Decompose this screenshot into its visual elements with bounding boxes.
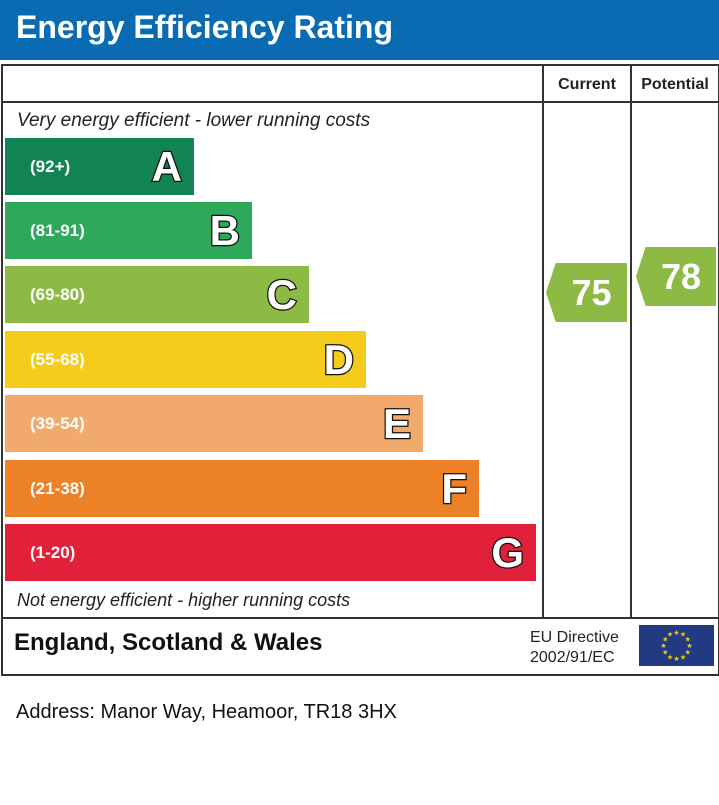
band-letter: G bbox=[490, 527, 525, 577]
star-icon: ★ bbox=[662, 649, 668, 657]
eu-directive: EU Directive 2002/91/EC bbox=[530, 628, 619, 668]
star-icon: ★ bbox=[673, 629, 679, 637]
divider bbox=[542, 66, 544, 619]
star-icon: ★ bbox=[686, 642, 692, 650]
chart-title: Energy Efficiency Rating bbox=[16, 9, 393, 45]
band-b: (81-91) B bbox=[5, 202, 252, 259]
eu-flag-icon: ★★★★★★★★★ ★ ★★ bbox=[639, 625, 714, 666]
band-a: (92+) A bbox=[5, 138, 194, 195]
star-icon: ★ bbox=[673, 655, 679, 663]
band-range: (21-38) bbox=[30, 478, 85, 498]
band-range: (81-91) bbox=[30, 220, 85, 240]
band-letter: F bbox=[440, 463, 468, 513]
star-icon: ★ bbox=[660, 642, 666, 650]
directive-line1: EU Directive bbox=[530, 629, 619, 646]
band-range: (92+) bbox=[30, 156, 71, 176]
star-icon: ★ bbox=[662, 636, 668, 644]
potential-rating-arrow: 78 bbox=[636, 247, 716, 306]
rating-table: Current Potential Very energy efficient … bbox=[1, 64, 719, 676]
header-bar: Energy Efficiency Rating bbox=[0, 0, 719, 60]
top-note: Very energy efficient - lower running co… bbox=[17, 110, 371, 131]
star-icon: ★ bbox=[667, 653, 673, 661]
star-icon: ★ bbox=[680, 631, 686, 639]
band-letter: C bbox=[265, 269, 298, 319]
band-f: (21-38) F bbox=[5, 460, 479, 517]
column-current: Current bbox=[558, 76, 616, 93]
band-letter: A bbox=[150, 141, 183, 191]
current-rating-arrow: 75 bbox=[546, 263, 627, 322]
band-c: (69-80) C bbox=[5, 266, 309, 323]
address: Address: Manor Way, Heamoor, TR18 3HX bbox=[16, 701, 397, 723]
divider bbox=[630, 66, 632, 619]
star-icon: ★ bbox=[685, 636, 691, 644]
band-d: (55-68) D bbox=[5, 331, 366, 388]
band-range: (39-54) bbox=[30, 413, 85, 433]
band-letter: B bbox=[208, 205, 241, 255]
band-letter: E bbox=[382, 398, 413, 448]
bottom-note: Not energy efficient - higher running co… bbox=[17, 590, 351, 610]
band-e: (39-54) E bbox=[5, 395, 423, 452]
band-range: (55-68) bbox=[30, 349, 85, 369]
star-icon: ★ bbox=[680, 653, 686, 661]
column-potential: Potential bbox=[641, 76, 709, 93]
band-g: (1-20) G bbox=[5, 524, 536, 581]
directive-line2: 2002/91/EC bbox=[530, 649, 615, 666]
star-icon: ★ bbox=[667, 631, 673, 639]
band-range: (69-80) bbox=[30, 284, 85, 304]
divider bbox=[3, 101, 718, 103]
band-range: (1-20) bbox=[30, 542, 76, 562]
divider bbox=[3, 617, 718, 619]
star-icon: ★ bbox=[685, 649, 691, 657]
region-label: England, Scotland & Wales bbox=[14, 629, 323, 656]
band-letter: D bbox=[322, 334, 355, 384]
